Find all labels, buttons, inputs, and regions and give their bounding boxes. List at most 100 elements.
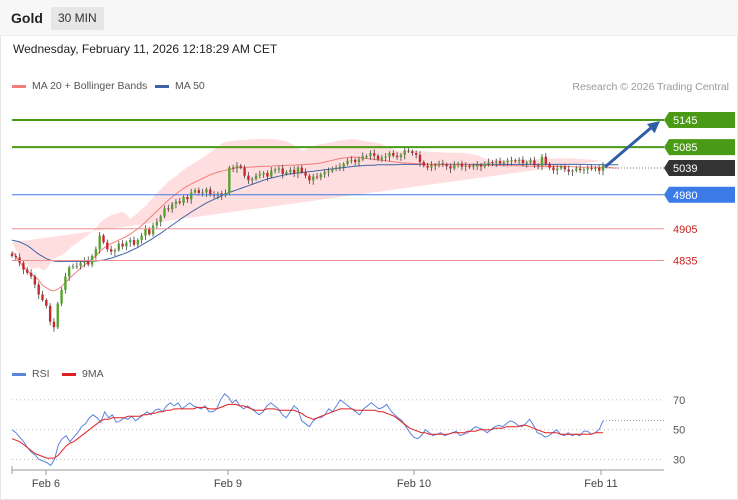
candle <box>292 166 296 178</box>
candle <box>510 156 513 166</box>
level-label-5039: 5039 <box>673 163 697 175</box>
candle <box>258 170 262 179</box>
candle <box>193 188 197 195</box>
instrument-title: Gold <box>11 10 43 26</box>
candle <box>140 232 143 244</box>
candle <box>48 303 52 326</box>
candle <box>369 150 372 160</box>
candle <box>94 246 98 260</box>
rsi-swatch-icon <box>12 372 26 376</box>
candle <box>60 287 63 307</box>
candle <box>525 160 528 168</box>
candle <box>586 165 589 174</box>
candle <box>132 236 136 247</box>
candle <box>121 240 124 250</box>
candle <box>544 153 547 166</box>
level-label-4835: 4835 <box>673 256 697 268</box>
candle <box>357 156 361 167</box>
candle <box>281 164 284 179</box>
candle <box>266 170 269 182</box>
candle <box>75 262 79 270</box>
candle <box>182 195 185 206</box>
candle <box>144 225 147 241</box>
level-tag-5085: 5085 <box>664 139 735 156</box>
candle <box>414 150 418 159</box>
candle <box>285 170 288 176</box>
candle <box>247 172 250 184</box>
candle <box>83 257 86 268</box>
candle <box>315 172 319 180</box>
candle <box>475 161 479 170</box>
legend-rsi-label: RSI <box>32 368 50 380</box>
candle <box>342 162 345 172</box>
candle <box>319 172 323 181</box>
interval-badge[interactable]: 30 MIN <box>51 7 104 30</box>
candle <box>338 163 342 172</box>
candle <box>14 253 17 261</box>
candle <box>308 173 311 184</box>
candle <box>384 153 387 162</box>
candle <box>113 248 117 256</box>
candle <box>270 167 273 179</box>
candle <box>26 266 29 275</box>
candle <box>201 188 204 197</box>
candle <box>373 149 376 161</box>
candle <box>136 238 140 248</box>
candle <box>79 260 82 270</box>
candle <box>536 163 540 170</box>
candle <box>365 154 368 159</box>
legend-ma20-label: MA 20 + Bollinger Bands <box>32 80 148 92</box>
candle <box>254 172 258 181</box>
candle <box>483 161 486 169</box>
level-tag-5145: 5145 <box>664 111 735 128</box>
candle <box>277 165 281 173</box>
candle <box>559 164 563 171</box>
candle <box>262 171 265 178</box>
candle <box>426 163 429 171</box>
candle <box>430 161 433 172</box>
legend-rsi-ma: 9MA <box>62 368 104 380</box>
candle <box>353 158 357 166</box>
candle <box>163 205 166 219</box>
candle <box>403 147 406 160</box>
candle <box>514 158 517 164</box>
level-label-4980: 4980 <box>673 190 697 202</box>
candle <box>388 151 391 162</box>
candle <box>312 173 315 185</box>
level-label-4905: 4905 <box>673 224 697 236</box>
candle <box>52 318 56 332</box>
legend-rsi: RSI <box>12 368 50 380</box>
candle <box>323 169 326 178</box>
candle <box>98 231 101 254</box>
candle <box>464 162 467 172</box>
candle <box>502 160 506 167</box>
candle <box>205 187 208 198</box>
candle <box>590 164 593 171</box>
candle <box>434 163 437 171</box>
candle <box>117 241 120 252</box>
candle <box>243 164 246 179</box>
candle <box>190 188 193 204</box>
candle <box>548 162 551 171</box>
candle <box>487 158 490 167</box>
candle <box>37 281 40 300</box>
candle <box>460 160 464 171</box>
candle <box>376 153 380 162</box>
candle <box>571 168 574 177</box>
candle <box>449 163 452 173</box>
candle <box>380 154 384 163</box>
candle <box>178 197 181 205</box>
ma50-line <box>11 163 619 262</box>
candle <box>228 165 231 196</box>
candle <box>327 167 330 177</box>
candle <box>567 165 570 176</box>
candle <box>453 161 456 171</box>
candle <box>472 163 475 170</box>
level-label-5085: 5085 <box>673 142 697 154</box>
candle <box>445 162 448 170</box>
candle <box>300 164 303 174</box>
candle <box>56 301 59 329</box>
candle <box>106 239 109 252</box>
candle <box>540 153 544 171</box>
legend-ma20: MA 20 + Bollinger Bands <box>12 80 147 92</box>
